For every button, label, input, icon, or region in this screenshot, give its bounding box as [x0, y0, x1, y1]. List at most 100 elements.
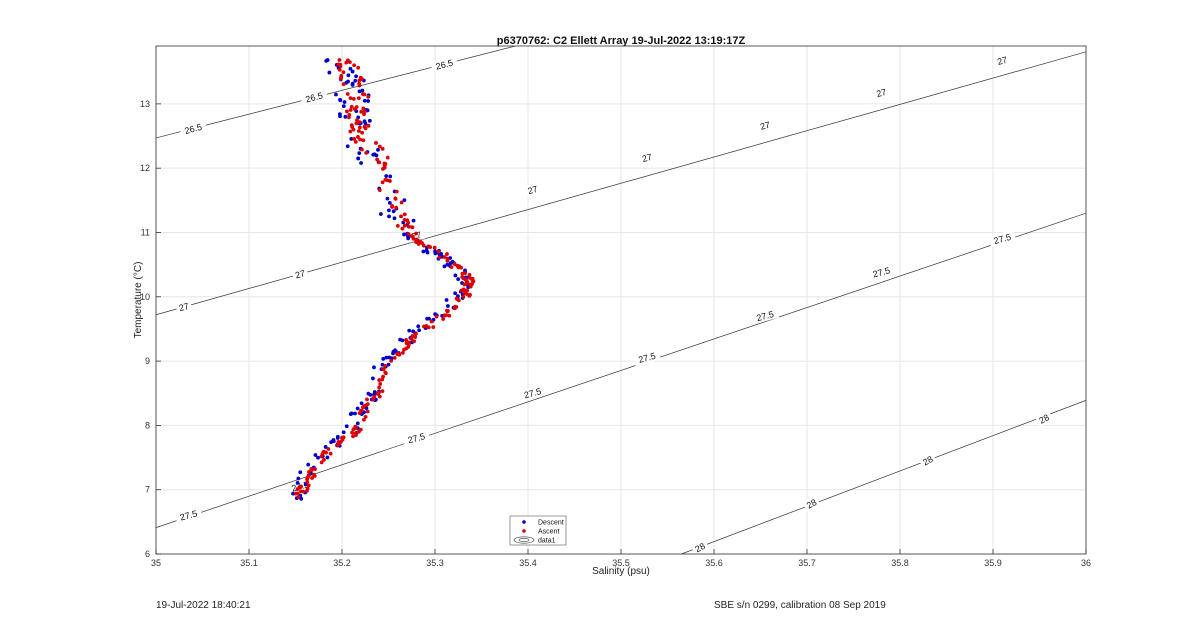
contour-label-bg	[751, 306, 780, 325]
ascent-point	[381, 367, 386, 372]
ascent-point	[447, 313, 452, 318]
descent-point	[349, 137, 354, 141]
ascent-point	[337, 67, 342, 72]
ascent-point	[365, 409, 370, 414]
descent-point	[342, 100, 347, 104]
x-tick-label: 35.4	[519, 558, 537, 568]
descent-point	[324, 59, 329, 63]
ascent-point	[360, 77, 364, 81]
descent-point	[372, 365, 376, 370]
contour-label-bg	[867, 263, 896, 281]
contour-label-bg	[402, 429, 431, 447]
ascent-point	[305, 477, 310, 481]
ascent-point	[335, 443, 340, 448]
ascent-point	[366, 94, 371, 99]
footer-calibration: SBE s/n 0299, calibration 08 Sep 2019	[714, 600, 886, 611]
ascent-point	[364, 151, 369, 155]
ascent-point	[359, 408, 364, 413]
ascent-point	[321, 457, 326, 462]
y-tick-label: 12	[140, 163, 150, 173]
ascent-point	[356, 129, 361, 133]
ascent-point	[360, 130, 365, 135]
descent-point	[343, 114, 348, 119]
ascent-point	[298, 485, 303, 490]
descent-point	[357, 89, 362, 94]
descent-point	[313, 453, 318, 457]
ascent-point	[375, 391, 380, 396]
ascent-point	[301, 489, 306, 494]
descent-point	[327, 70, 332, 75]
footer-timestamp: 19-Jul-2022 18:40:21	[156, 600, 251, 611]
descent-point	[384, 355, 389, 360]
ascent-point	[347, 113, 352, 117]
ascent-point	[313, 467, 317, 472]
contour-label-bg	[1034, 410, 1054, 427]
ascent-point	[354, 433, 358, 437]
legend-label-descent: Descent	[538, 520, 564, 527]
descent-point	[316, 455, 320, 460]
ascent-point	[336, 62, 341, 67]
ascent-point	[445, 309, 450, 314]
ascent-point	[319, 460, 324, 465]
ascent-point	[296, 495, 301, 500]
ascent-point	[339, 73, 344, 78]
ascent-point	[366, 123, 371, 128]
ascent-point	[377, 188, 382, 192]
ts-diagram: p6370762: C2 Ellett Array 19-Jul-2022 13…	[133, 35, 1091, 577]
ascent-point	[462, 291, 467, 296]
ascent-point	[395, 352, 400, 357]
ascent-point	[383, 177, 388, 182]
x-tick-label: 35.2	[333, 558, 351, 568]
ascent-point	[410, 334, 415, 338]
ascent-point	[429, 319, 434, 324]
contour-28	[681, 399, 1086, 554]
contour-label: 27	[294, 268, 306, 280]
ascent-point	[338, 76, 343, 81]
ascent-point	[445, 258, 450, 263]
ascent-point	[337, 58, 342, 62]
ascent-point	[406, 341, 411, 346]
ascent-point	[410, 234, 415, 239]
contour-label: 27.5	[523, 386, 543, 400]
x-tick-label: 35.6	[705, 558, 723, 568]
contour-label-bg	[690, 538, 710, 554]
ascent-point	[465, 281, 470, 286]
descent-point	[406, 236, 411, 241]
ascent-point	[449, 265, 454, 270]
descent-point	[407, 328, 412, 333]
descent-point	[359, 401, 364, 406]
contour-label: 27.5	[407, 431, 427, 445]
ascent-point	[356, 65, 361, 70]
x-tick-label: 35.7	[798, 558, 816, 568]
ascent-point	[310, 476, 314, 480]
ascent-point	[340, 437, 345, 442]
contour-label: 28	[921, 454, 935, 468]
contour-label: 27	[178, 301, 190, 313]
legend-box	[509, 515, 567, 546]
ascent-point	[422, 324, 426, 329]
ascent-point	[465, 288, 469, 293]
ascent-point	[363, 126, 368, 131]
descent-point	[338, 98, 343, 103]
ascent-point	[405, 218, 410, 223]
ascent-point	[390, 204, 395, 208]
x-tick-label: 35.5	[612, 558, 630, 568]
descent-point	[387, 208, 391, 213]
ascent-point	[361, 106, 366, 111]
descent-point	[341, 104, 346, 108]
ascent-point	[471, 279, 476, 284]
contour-label: 26.5	[304, 90, 324, 104]
descent-point	[367, 118, 372, 123]
descent-point	[456, 277, 461, 282]
descent-point	[374, 153, 379, 158]
ascent-point	[463, 277, 468, 282]
contour-label: 28	[693, 541, 707, 555]
descent-point	[348, 412, 353, 416]
x-tick-label: 35.8	[891, 558, 909, 568]
ascent-point	[328, 451, 333, 456]
ascent-point	[356, 96, 361, 101]
y-tick-label: 10	[140, 292, 150, 302]
ascent-point	[306, 473, 311, 478]
y-tick-label: 6	[145, 549, 150, 559]
ascent-point	[305, 480, 310, 485]
